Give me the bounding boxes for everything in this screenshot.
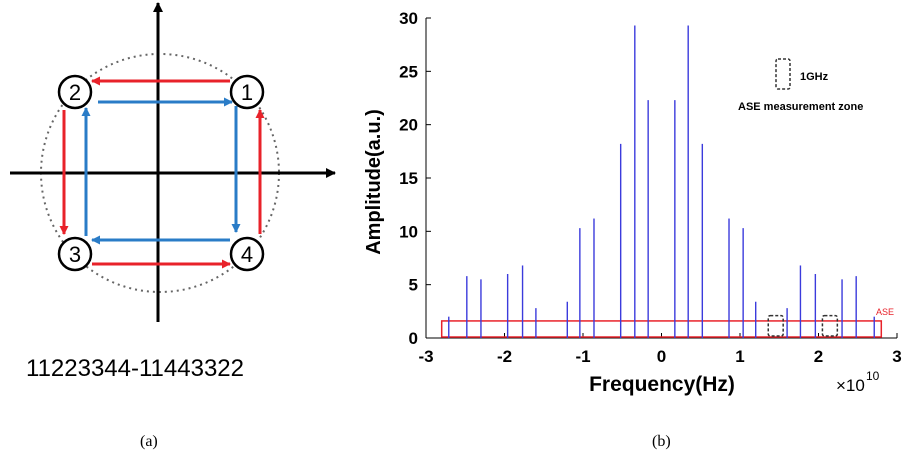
point-2-label: 2 — [69, 80, 81, 105]
legend-zone-label: 1GHz — [800, 71, 829, 83]
x-scale-exponent: 10 — [866, 369, 880, 383]
x-tick-label: 0 — [657, 347, 666, 366]
y-tick-label: 20 — [399, 116, 418, 135]
y-tick-label: 30 — [399, 9, 418, 28]
y-tick-label: 25 — [399, 62, 418, 81]
x-tick-label: -1 — [575, 347, 590, 366]
panel-a-caption: (a) — [140, 433, 158, 450]
ase-band — [440, 320, 883, 338]
panel-b-caption: (b) — [652, 433, 671, 450]
point-1-circle — [229, 74, 265, 110]
y-axis-title: Amplitude(a.u.) — [363, 109, 385, 255]
y-tick-label: 5 — [409, 276, 418, 295]
y-tick-label: 15 — [399, 169, 418, 188]
ase-label: ASE — [876, 307, 894, 317]
tick-labels-layer: 0 5 10 15 20 25 30 -3 -2 -1 0 1 2 3 — [399, 9, 902, 366]
point-4-label: 4 — [241, 242, 253, 267]
point-3-circle — [57, 236, 93, 272]
y-tick-label: 0 — [409, 329, 418, 348]
panel-b-chart: 0 5 10 15 20 25 30 -3 -2 -1 0 1 2 3 1GHz ASE measurem… — [363, 9, 902, 450]
bars-layer — [448, 25, 875, 338]
x-tick-label: 1 — [735, 347, 744, 366]
x-scale-base: ×10 — [836, 376, 865, 395]
x-axis-title: Frequency(Hz) — [589, 373, 735, 396]
x-tick-label: 2 — [814, 347, 823, 366]
measurement-zone — [821, 314, 839, 337]
panel-a-diagram: 1 2 3 4 11223344-11443322 (a) — [10, 2, 336, 450]
x-tick-label: -3 — [418, 347, 433, 366]
x-tick-label: -2 — [497, 347, 512, 366]
ase-layer — [440, 320, 883, 338]
point-2-circle — [57, 74, 93, 110]
point-3-label: 3 — [69, 242, 81, 267]
zones-layer — [767, 314, 839, 337]
measurement-zone — [767, 314, 784, 337]
point-4-circle — [229, 236, 265, 272]
y-tick-label: 10 — [399, 222, 418, 241]
chart-frame-layer — [425, 17, 898, 339]
sequence-label: 11223344-11443322 — [26, 355, 244, 382]
legend-zone-swatch — [775, 58, 791, 90]
legend-description: ASE measurement zone — [738, 101, 863, 113]
point-1-label: 1 — [241, 80, 253, 105]
x-tick-label: 3 — [892, 347, 901, 366]
